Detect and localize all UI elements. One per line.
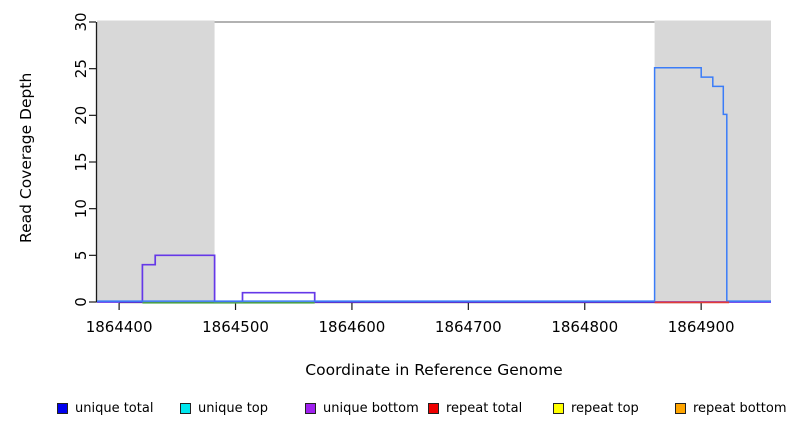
legend-label: repeat top	[571, 400, 639, 416]
y-tick-label: 5	[72, 251, 90, 261]
legend-label: unique top	[198, 400, 269, 416]
legend-item-unique-bottom: unique bottom	[305, 400, 419, 416]
legend-swatch-icon	[675, 402, 686, 414]
legend-label: repeat bottom	[693, 400, 787, 416]
legend-swatch-icon	[57, 402, 68, 414]
y-tick-label: 20	[72, 106, 90, 125]
x-tick-label: 1864900	[668, 318, 735, 336]
legend-label: unique total	[75, 400, 154, 416]
right-masked-region	[654, 20, 771, 302]
x-tick-label: 1864800	[551, 318, 618, 336]
series-unique-bottom	[97, 254, 771, 303]
legend-item-repeat-bottom: repeat bottom	[675, 400, 787, 416]
legend: unique total unique top unique bottom repea…	[0, 400, 792, 420]
legend-label: repeat total	[446, 400, 523, 416]
y-tick-label: 0	[72, 297, 90, 307]
legend-label: unique bottom	[323, 400, 419, 416]
legend-item-repeat-top: repeat top	[553, 400, 639, 416]
y-tick-label: 25	[72, 59, 90, 78]
legend-item-unique-top: unique top	[180, 400, 268, 416]
legend-swatch-icon	[428, 402, 439, 414]
y-tick-label: 30	[72, 12, 90, 31]
y-tick-label: 15	[72, 152, 90, 171]
legend-swatch-icon	[553, 402, 564, 414]
x-axis-title-row: Coordinate in Reference Genome	[0, 361, 792, 379]
legend-item-unique-total: unique total	[57, 400, 153, 416]
x-tick-label: 1864600	[319, 318, 386, 336]
y-axis-title: Read Coverage Depth	[17, 72, 35, 243]
legend-item-repeat-total: repeat total	[428, 400, 522, 416]
series-unique-total	[97, 67, 771, 302]
legend-swatch-icon	[180, 402, 191, 414]
x-axis-title: Coordinate in Reference Genome	[305, 361, 563, 379]
x-tick-label: 1864400	[86, 318, 153, 336]
x-tick-label: 1864500	[202, 318, 269, 336]
legend-swatch-icon	[305, 402, 316, 414]
y-tick-label: 10	[72, 199, 90, 218]
x-tick-label: 1864700	[435, 318, 502, 336]
